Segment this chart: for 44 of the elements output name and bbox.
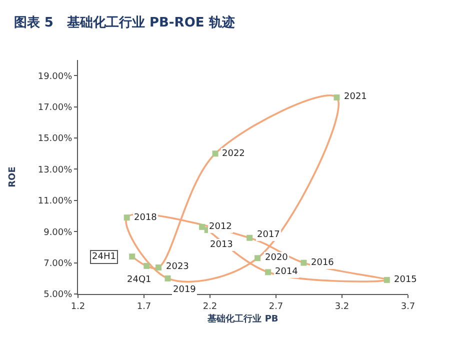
x-tick-label: 1.2	[70, 302, 86, 312]
y-tick-label: 15.00%	[38, 134, 73, 144]
annotation: 2014	[275, 267, 298, 277]
point	[265, 269, 272, 276]
annotation: 2013	[210, 240, 233, 250]
point	[199, 224, 206, 230]
annotation: 2021	[344, 92, 367, 102]
y-axis-title: ROE	[8, 166, 18, 188]
point	[156, 264, 162, 270]
point	[384, 276, 390, 283]
y-tick-label: 9.00%	[44, 228, 73, 238]
point	[144, 262, 150, 269]
x-tick-label: 3.7	[400, 302, 416, 312]
x-tick-label: 2.2	[202, 302, 218, 312]
point	[300, 260, 307, 266]
annotation: 2016	[311, 258, 334, 268]
annotation: 24Q1	[127, 275, 152, 285]
point	[124, 214, 130, 221]
annotation: 2023	[166, 262, 189, 272]
y-tick-label: 13.00%	[38, 165, 73, 176]
annotation: 2018	[134, 213, 158, 223]
annotation: 2017	[257, 230, 280, 240]
annotation: 2019	[173, 285, 196, 295]
annotation: 2022	[222, 149, 245, 159]
y-tick-label: 7.00%	[44, 258, 73, 269]
y-tick-label: 17.00%	[38, 102, 73, 113]
point	[246, 234, 253, 241]
point	[164, 275, 171, 282]
x-axis-title: 基础化工行业 PB	[206, 314, 278, 325]
point	[334, 94, 340, 100]
x-tick-label: 3.2	[334, 302, 350, 312]
x-tick-label: 1.7	[136, 302, 152, 312]
x-tick-label: 2.7	[268, 302, 284, 312]
annotation: 2020	[265, 253, 288, 263]
point	[129, 254, 136, 260]
annotation: 2012	[209, 222, 232, 232]
y-tick-label: 19.00%	[38, 72, 73, 82]
y-tick-label: 11.00%	[38, 196, 73, 207]
annotation: 24H1	[92, 252, 116, 262]
y-tick-label: 5.00%	[44, 290, 73, 300]
point	[212, 150, 218, 157]
chart-title: 图表 5 基础化工行业 PB-ROE 轨迹	[14, 14, 235, 31]
point	[254, 255, 261, 262]
annotation: 2015	[394, 275, 417, 285]
